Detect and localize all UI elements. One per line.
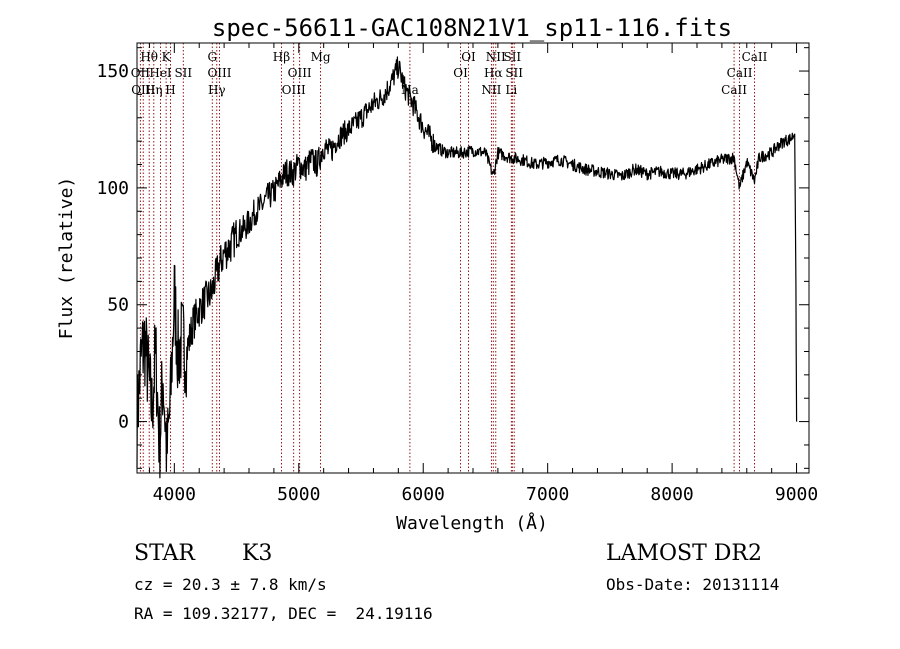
spectral-line-label: OII [131,66,151,80]
spectral-line-label: Mg [311,50,331,64]
x-axis-label: Wavelength (Å) [396,512,548,534]
observation-date: Obs-Date: 20131114 [606,575,779,594]
spectral-line-label: OI [453,66,468,80]
x-tick-label: 7000 [526,484,569,505]
spectral-line-label: CaII [727,66,753,80]
x-tick-label: 8000 [650,484,693,505]
x-tick-label: 6000 [402,484,445,505]
spectral-line-label: Hβ [273,50,290,64]
coordinates-readout: RA = 109.32177, DEC = 24.19116 [134,604,433,623]
spectral-line-label: K [162,50,172,64]
spectral-line-label: SII [174,66,192,80]
spectral-line-label: Hγ [208,83,226,97]
survey-name: LAMOST DR2 [606,541,762,566]
x-axis: 4000 5000 6000 7000 8000 9000 [148,43,818,505]
chart-title: spec-56611-GAC108N21V1_sp11-116.fits [212,14,732,42]
spectral-line-label: OIII [282,83,306,97]
spectral-line-label: HeI [149,66,172,80]
redshift-readout: cz = 20.3 ± 7.8 km/s [134,575,327,594]
object-subclass: K3 [242,541,272,566]
spectral-line-label: CaII [721,83,747,97]
spectral-line-label: Hα [484,66,503,80]
spectral-line-label: NII [481,83,501,97]
spectral-line-label: Li [505,83,517,97]
spectral-line-label: G [207,50,217,64]
y-axis-label: Flux (relative) [56,177,77,340]
x-tick-label: 4000 [153,484,196,505]
spectral-line-markers [139,43,755,473]
object-class: STAR [134,541,196,566]
spectrum-line [136,56,798,479]
y-tick-label: 150 [96,61,129,82]
spectral-line-label: SII [503,50,521,64]
spectral-line-label: H [165,83,175,97]
y-tick-label: 100 [96,178,129,199]
spectral-line-label: OIII [288,66,312,80]
spectral-line-label: OIII [207,66,231,80]
spectral-line-label: SII [505,66,523,80]
spectral-line-label: OI [461,50,476,64]
y-axis: 0 50 100 150 [96,47,809,469]
x-tick-label: 9000 [775,484,818,505]
y-tick-label: 50 [107,295,129,316]
plot-frame [136,42,810,474]
spectral-line-label: CaII [742,50,768,64]
y-tick-label: 0 [118,412,129,433]
x-tick-label: 5000 [277,484,320,505]
spectral-line-label: Hθ [140,50,158,64]
spectral-line-label: NII [486,50,506,64]
spectral-line-label: Hη [145,83,163,97]
